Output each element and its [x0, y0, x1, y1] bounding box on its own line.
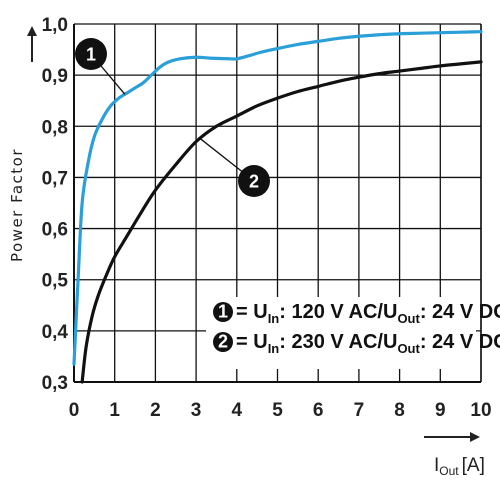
x-axis-label: IOut [A]	[434, 455, 485, 478]
legend: 1 = UIn: 120 V AC/UOut: 24 V DC 2 = UIn: 23…	[206, 297, 500, 369]
y-tick-label: 0,4	[42, 322, 69, 343]
legend-entry-2: = UIn: 230 V AC/UOut: 24 V DC	[236, 331, 500, 356]
x-tick-label: 0	[69, 400, 80, 421]
series-line-2	[80, 60, 483, 384]
callout-circle-2	[238, 165, 270, 197]
legend-marker-1	[213, 302, 233, 322]
callout-number-2: 2	[249, 172, 259, 192]
callout-number-1: 1	[86, 45, 96, 65]
x-tick-label: 4	[232, 400, 243, 421]
y-tick-label: 0,9	[42, 66, 68, 87]
x-tick-label: 10	[470, 400, 491, 421]
series-lines	[72, 30, 483, 384]
series-markers: 12	[75, 38, 270, 197]
x-tick-labels: 0 1 2 3 4 5 6 7 8 9 10	[69, 400, 492, 421]
x-tick-label: 5	[272, 400, 283, 421]
legend-entry-1: = UIn: 120 V AC/UOut: 24 V DC	[236, 301, 500, 326]
x-tick-label: 3	[191, 400, 202, 421]
y-tick-label: 1,0	[42, 15, 68, 36]
x-tick-label: 6	[313, 400, 324, 421]
legend-box	[206, 297, 476, 369]
axes	[73, 24, 482, 383]
y-tick-label: 0,7	[42, 168, 68, 189]
callout-circle-1	[75, 38, 107, 70]
y-tick-label: 0,5	[42, 271, 69, 292]
legend-marker-2	[213, 332, 233, 352]
y-tick-label: 0,3	[42, 373, 68, 394]
y-tick-label: 0,8	[42, 117, 68, 138]
y-axis-label: Power Factor	[8, 148, 26, 262]
x-tick-label: 2	[150, 400, 161, 421]
x-tick-label: 9	[435, 400, 446, 421]
x-tick-label: 1	[109, 400, 120, 421]
legend-marker-number: 2	[218, 332, 228, 352]
legend-marker-number: 1	[218, 302, 228, 322]
y-tick-label: 0,6	[42, 220, 68, 241]
y-tick-labels: 0,3 0,4 0,5 0,6 0,7 0,8 0,9 1,0	[42, 15, 69, 394]
x-tick-label: 8	[394, 400, 405, 421]
x-tick-label: 7	[354, 400, 365, 421]
series-line-1	[72, 30, 483, 366]
